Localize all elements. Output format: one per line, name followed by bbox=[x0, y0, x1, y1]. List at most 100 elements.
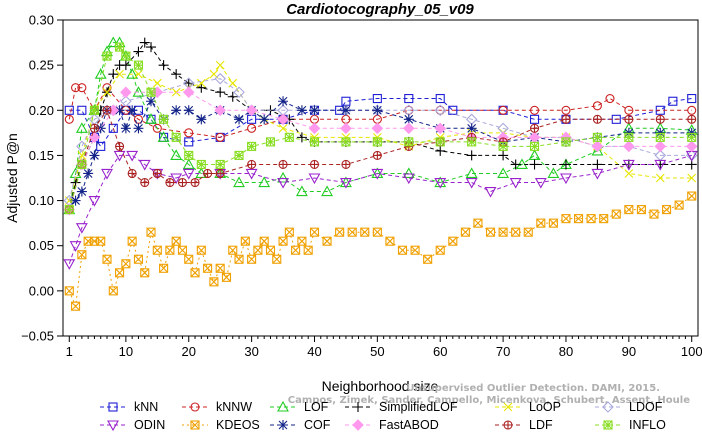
data-point bbox=[134, 60, 143, 70]
data-point bbox=[196, 160, 206, 169]
data-point bbox=[76, 186, 87, 197]
data-point bbox=[466, 123, 477, 134]
legend-label: kNN bbox=[134, 400, 158, 414]
data-point bbox=[196, 78, 206, 88]
data-point bbox=[126, 150, 139, 162]
data-point bbox=[685, 140, 698, 153]
legend-label: INFLO bbox=[629, 418, 666, 432]
data-point bbox=[90, 105, 99, 115]
data-point bbox=[593, 115, 602, 124]
data-point bbox=[404, 137, 414, 147]
data-point bbox=[115, 268, 125, 278]
data-point bbox=[214, 104, 226, 117]
data-point bbox=[624, 132, 634, 142]
legend-item: LDF bbox=[495, 418, 553, 432]
data-point bbox=[296, 105, 307, 116]
series-layer bbox=[63, 36, 698, 311]
data-point bbox=[127, 105, 138, 116]
legend-label: SimplifiedLOF bbox=[379, 400, 458, 414]
data-point bbox=[153, 169, 162, 178]
legend-label: COF bbox=[304, 418, 331, 432]
data-point bbox=[498, 105, 508, 115]
data-point bbox=[77, 105, 87, 115]
data-point bbox=[203, 263, 212, 273]
data-point bbox=[88, 196, 101, 207]
data-point bbox=[266, 137, 275, 147]
data-point bbox=[592, 159, 603, 170]
data-point bbox=[140, 268, 150, 278]
data-point bbox=[103, 106, 112, 115]
data-point bbox=[146, 227, 156, 237]
data-point bbox=[69, 241, 82, 252]
data-point bbox=[402, 173, 415, 185]
data-point bbox=[77, 250, 87, 260]
data-point bbox=[234, 114, 245, 125]
data-point bbox=[605, 93, 615, 104]
data-point bbox=[599, 214, 609, 224]
data-point bbox=[371, 122, 384, 135]
data-point bbox=[190, 268, 200, 278]
data-point bbox=[352, 419, 364, 431]
data-point bbox=[146, 87, 156, 97]
data-point bbox=[115, 69, 124, 79]
data-point bbox=[655, 132, 665, 142]
data-point bbox=[560, 159, 571, 170]
data-point bbox=[127, 236, 137, 246]
legend-item: ODIN bbox=[100, 418, 165, 432]
data-point bbox=[120, 86, 132, 99]
data-point bbox=[561, 137, 571, 147]
data-point bbox=[83, 236, 93, 246]
data-point bbox=[215, 263, 225, 273]
data-point bbox=[120, 123, 131, 134]
data-point bbox=[259, 114, 270, 125]
data-point bbox=[549, 218, 558, 228]
data-point bbox=[586, 214, 596, 224]
legend-item: kNN bbox=[100, 400, 158, 414]
y-tick-label: 0.00 bbox=[29, 283, 54, 298]
data-point bbox=[182, 158, 195, 170]
data-point bbox=[592, 101, 602, 111]
data-point bbox=[64, 286, 74, 296]
data-point bbox=[247, 142, 257, 151]
data-point bbox=[435, 245, 445, 255]
data-point bbox=[687, 115, 696, 124]
data-point bbox=[259, 236, 269, 246]
data-point bbox=[636, 205, 646, 215]
legend-label: LoOP bbox=[529, 400, 561, 414]
data-point bbox=[308, 122, 321, 135]
watermark-line-1: Unsupervised Outlier Detection. DAMI, 20… bbox=[406, 383, 660, 394]
data-point bbox=[372, 227, 382, 237]
data-point bbox=[75, 122, 88, 133]
data-point bbox=[228, 245, 238, 255]
legend-item: SimplifiedLOF bbox=[345, 400, 458, 414]
data-point bbox=[591, 144, 604, 156]
data-point bbox=[209, 277, 219, 287]
data-point bbox=[511, 227, 521, 237]
data-point bbox=[403, 122, 415, 135]
legend-item: FastABOD bbox=[345, 418, 439, 432]
data-point bbox=[295, 185, 308, 197]
data-point bbox=[171, 132, 181, 142]
data-point bbox=[624, 205, 634, 214]
data-point bbox=[107, 420, 119, 432]
x-tick-label: 20 bbox=[182, 344, 196, 359]
data-point bbox=[70, 195, 81, 206]
data-point bbox=[548, 218, 558, 228]
data-point bbox=[593, 132, 602, 142]
data-point bbox=[71, 301, 80, 311]
data-point bbox=[190, 420, 200, 430]
data-point bbox=[561, 214, 571, 224]
data-point bbox=[385, 236, 395, 246]
data-point bbox=[284, 227, 294, 237]
data-point bbox=[190, 402, 200, 412]
data-point bbox=[529, 114, 540, 124]
x-tick-label: 10 bbox=[119, 344, 133, 359]
data-point bbox=[668, 96, 678, 106]
data-point bbox=[277, 171, 289, 183]
data-point bbox=[561, 214, 571, 224]
data-point bbox=[221, 272, 232, 282]
data-point bbox=[624, 105, 634, 115]
data-point bbox=[157, 131, 170, 142]
data-point bbox=[278, 96, 289, 107]
x-tick-label: 70 bbox=[496, 344, 510, 359]
